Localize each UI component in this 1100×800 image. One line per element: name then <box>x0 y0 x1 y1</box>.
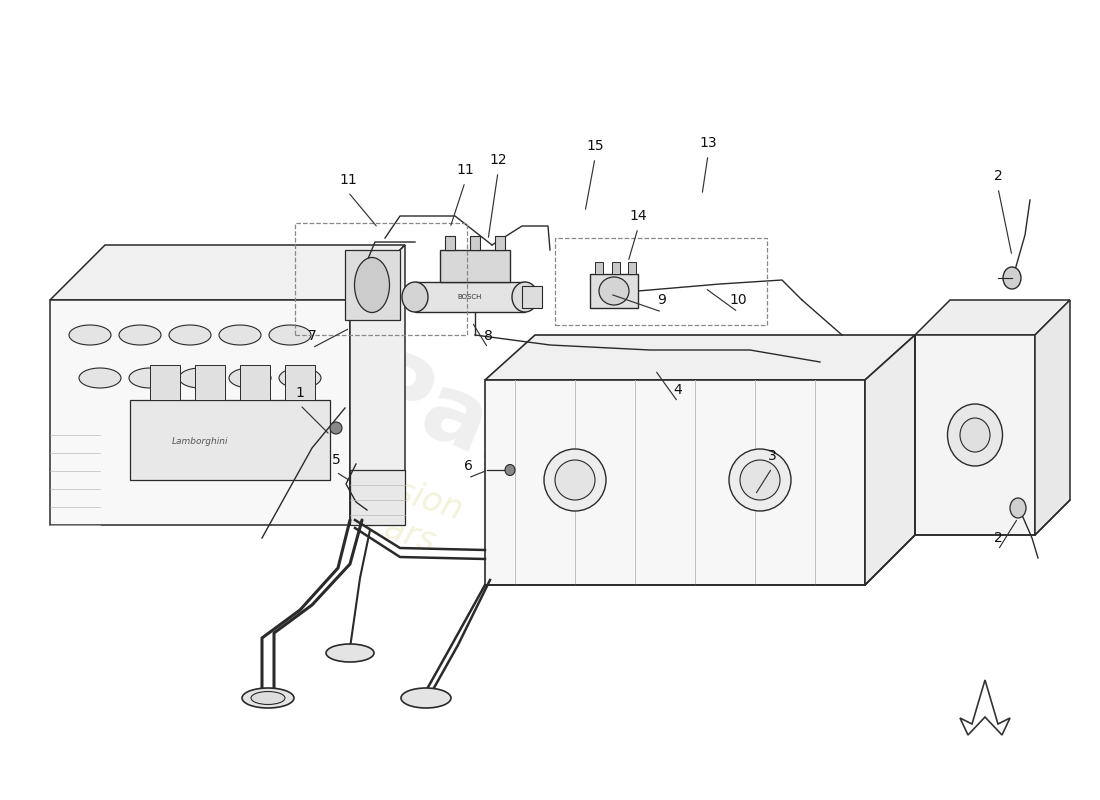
Ellipse shape <box>600 277 629 305</box>
Ellipse shape <box>556 460 595 500</box>
Ellipse shape <box>729 449 791 511</box>
Polygon shape <box>915 335 1035 535</box>
Ellipse shape <box>960 418 990 452</box>
Polygon shape <box>485 380 865 585</box>
Ellipse shape <box>219 325 261 345</box>
Polygon shape <box>915 300 1070 335</box>
Bar <box>295 223 468 335</box>
Text: 2: 2 <box>993 169 1002 183</box>
Ellipse shape <box>1010 498 1026 518</box>
Ellipse shape <box>79 368 121 388</box>
Ellipse shape <box>947 404 1002 466</box>
Ellipse shape <box>270 325 311 345</box>
Text: BOSCH: BOSCH <box>458 294 482 300</box>
Bar <box>595 262 603 274</box>
Text: 6: 6 <box>463 459 472 473</box>
Polygon shape <box>1035 300 1070 535</box>
Ellipse shape <box>251 691 285 705</box>
Ellipse shape <box>326 644 374 662</box>
Ellipse shape <box>169 325 211 345</box>
Text: Lamborghini: Lamborghini <box>172 438 229 446</box>
Bar <box>495 236 505 250</box>
Ellipse shape <box>279 368 321 388</box>
Text: 14: 14 <box>629 209 647 223</box>
Bar <box>470 236 480 250</box>
Ellipse shape <box>354 258 389 313</box>
Ellipse shape <box>129 368 170 388</box>
Polygon shape <box>415 282 525 312</box>
Bar <box>240 365 270 400</box>
Text: 12: 12 <box>490 153 507 167</box>
Text: 2: 2 <box>993 531 1002 545</box>
Polygon shape <box>350 470 405 525</box>
Ellipse shape <box>402 688 451 708</box>
Bar <box>628 262 636 274</box>
Text: 10: 10 <box>729 293 747 307</box>
Text: euroParts: euroParts <box>121 250 639 530</box>
Polygon shape <box>50 245 405 300</box>
Text: 13: 13 <box>700 136 717 150</box>
Ellipse shape <box>505 465 515 475</box>
Ellipse shape <box>119 325 161 345</box>
Ellipse shape <box>242 688 294 708</box>
Text: 8: 8 <box>484 329 493 343</box>
Text: 5: 5 <box>331 453 340 467</box>
Text: 4: 4 <box>673 383 682 397</box>
Polygon shape <box>50 300 350 525</box>
Text: a passion
for cars: a passion for cars <box>294 446 466 563</box>
Polygon shape <box>440 250 510 282</box>
Ellipse shape <box>512 282 538 312</box>
Bar <box>285 365 315 400</box>
Polygon shape <box>960 680 1010 735</box>
Polygon shape <box>350 245 405 525</box>
Bar <box>612 262 620 274</box>
Ellipse shape <box>179 368 221 388</box>
Bar <box>345 250 400 320</box>
Bar <box>522 286 542 308</box>
Bar <box>195 365 226 400</box>
Ellipse shape <box>544 449 606 511</box>
Text: 3: 3 <box>768 449 777 463</box>
Text: 9: 9 <box>658 293 667 307</box>
Polygon shape <box>865 335 915 585</box>
Bar <box>150 365 180 400</box>
Ellipse shape <box>69 325 111 345</box>
Text: 11: 11 <box>456 163 474 177</box>
Bar <box>556 238 767 325</box>
Bar <box>590 274 638 308</box>
Text: 1: 1 <box>296 386 305 400</box>
Polygon shape <box>485 335 915 380</box>
Text: 11: 11 <box>339 173 356 187</box>
Text: 1gas: 1gas <box>681 379 879 501</box>
Ellipse shape <box>402 282 428 312</box>
Bar <box>446 236 455 250</box>
Polygon shape <box>130 400 330 480</box>
Text: 15: 15 <box>586 139 604 153</box>
Ellipse shape <box>330 422 342 434</box>
Ellipse shape <box>1003 267 1021 289</box>
Ellipse shape <box>740 460 780 500</box>
Text: 7: 7 <box>308 329 317 343</box>
Ellipse shape <box>229 368 271 388</box>
